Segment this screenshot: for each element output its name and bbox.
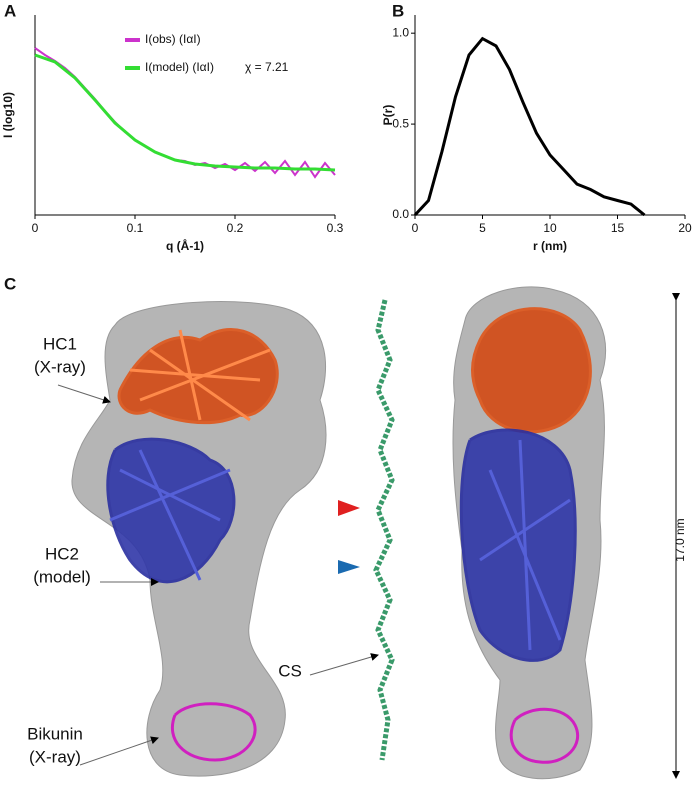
dimension-label: 17.0 nm bbox=[673, 518, 687, 561]
panel-label: C bbox=[4, 274, 16, 293]
label: Bikunin bbox=[27, 724, 83, 743]
label: (X-ray) bbox=[34, 357, 86, 376]
data-line bbox=[413, 36, 646, 217]
y-axis-label: P(r) bbox=[381, 105, 395, 126]
panel-label: A bbox=[4, 1, 16, 20]
data-line bbox=[34, 53, 336, 172]
label: (model) bbox=[33, 567, 91, 586]
annotation: χ = 7.21 bbox=[245, 60, 289, 74]
legend-label: I(model) (IαI) bbox=[145, 60, 214, 74]
y-tick-label: 0.5 bbox=[392, 116, 409, 130]
label: CS bbox=[278, 661, 302, 680]
y-axis-label: I (log10) bbox=[1, 92, 15, 138]
dimension: 17.0 nm bbox=[672, 293, 687, 779]
y-tick-label: 0.0 bbox=[392, 207, 409, 221]
label: HC2 bbox=[45, 544, 79, 563]
x-tick-label: 10 bbox=[543, 221, 557, 235]
y-tick-label: 1.0 bbox=[392, 25, 409, 39]
x-tick-label: 0 bbox=[412, 221, 419, 235]
legend-label: I(obs) (IαI) bbox=[145, 32, 201, 46]
annotations: HC1 (X-ray) HC2 (model) CS Bikunin (X-ra… bbox=[27, 334, 379, 766]
x-tick-label: 0.3 bbox=[327, 221, 344, 235]
x-tick-label: 0 bbox=[32, 221, 39, 235]
panel-label: B bbox=[392, 1, 404, 20]
x-tick-label: 5 bbox=[479, 221, 486, 235]
x-tick-label: 20 bbox=[678, 221, 692, 235]
x-tick-label: 0.1 bbox=[127, 221, 144, 235]
x-axis-label: r (nm) bbox=[533, 239, 567, 253]
protein-ribbons bbox=[106, 307, 592, 764]
x-axis-label: q (Å-1) bbox=[166, 238, 204, 253]
x-tick-label: 0.2 bbox=[227, 221, 244, 235]
label: HC1 bbox=[43, 334, 77, 353]
label: (X-ray) bbox=[29, 747, 81, 766]
x-tick-label: 15 bbox=[611, 221, 625, 235]
cs-chain bbox=[338, 299, 395, 761]
